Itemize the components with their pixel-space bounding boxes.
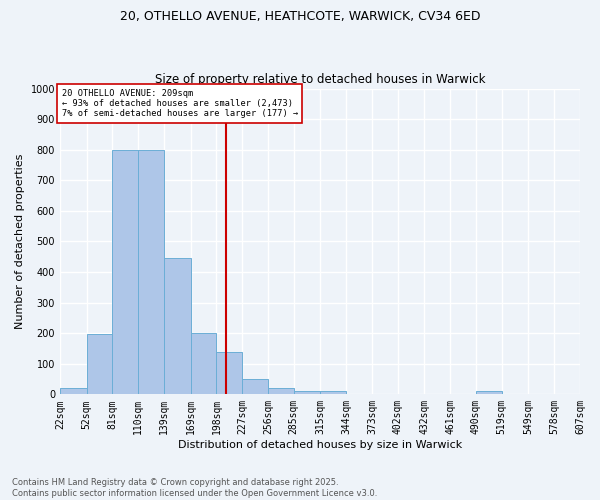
Bar	[217, 352, 242, 395]
Bar	[164, 258, 191, 394]
X-axis label: Distribution of detached houses by size in Warwick: Distribution of detached houses by size …	[178, 440, 462, 450]
Text: 20, OTHELLO AVENUE, HEATHCOTE, WARWICK, CV34 6ED: 20, OTHELLO AVENUE, HEATHCOTE, WARWICK, …	[120, 10, 480, 23]
Bar	[112, 150, 138, 394]
Text: Contains HM Land Registry data © Crown copyright and database right 2025.
Contai: Contains HM Land Registry data © Crown c…	[12, 478, 377, 498]
Text: 20 OTHELLO AVENUE: 209sqm
← 93% of detached houses are smaller (2,473)
7% of sem: 20 OTHELLO AVENUE: 209sqm ← 93% of detac…	[62, 88, 298, 118]
Bar	[294, 390, 320, 394]
Y-axis label: Number of detached properties: Number of detached properties	[15, 154, 25, 329]
Bar	[60, 388, 86, 394]
Bar	[138, 150, 164, 394]
Bar	[86, 334, 112, 394]
Title: Size of property relative to detached houses in Warwick: Size of property relative to detached ho…	[155, 73, 485, 86]
Bar	[268, 388, 294, 394]
Bar	[476, 392, 502, 394]
Bar	[320, 392, 346, 394]
Bar	[191, 333, 217, 394]
Bar	[242, 379, 268, 394]
